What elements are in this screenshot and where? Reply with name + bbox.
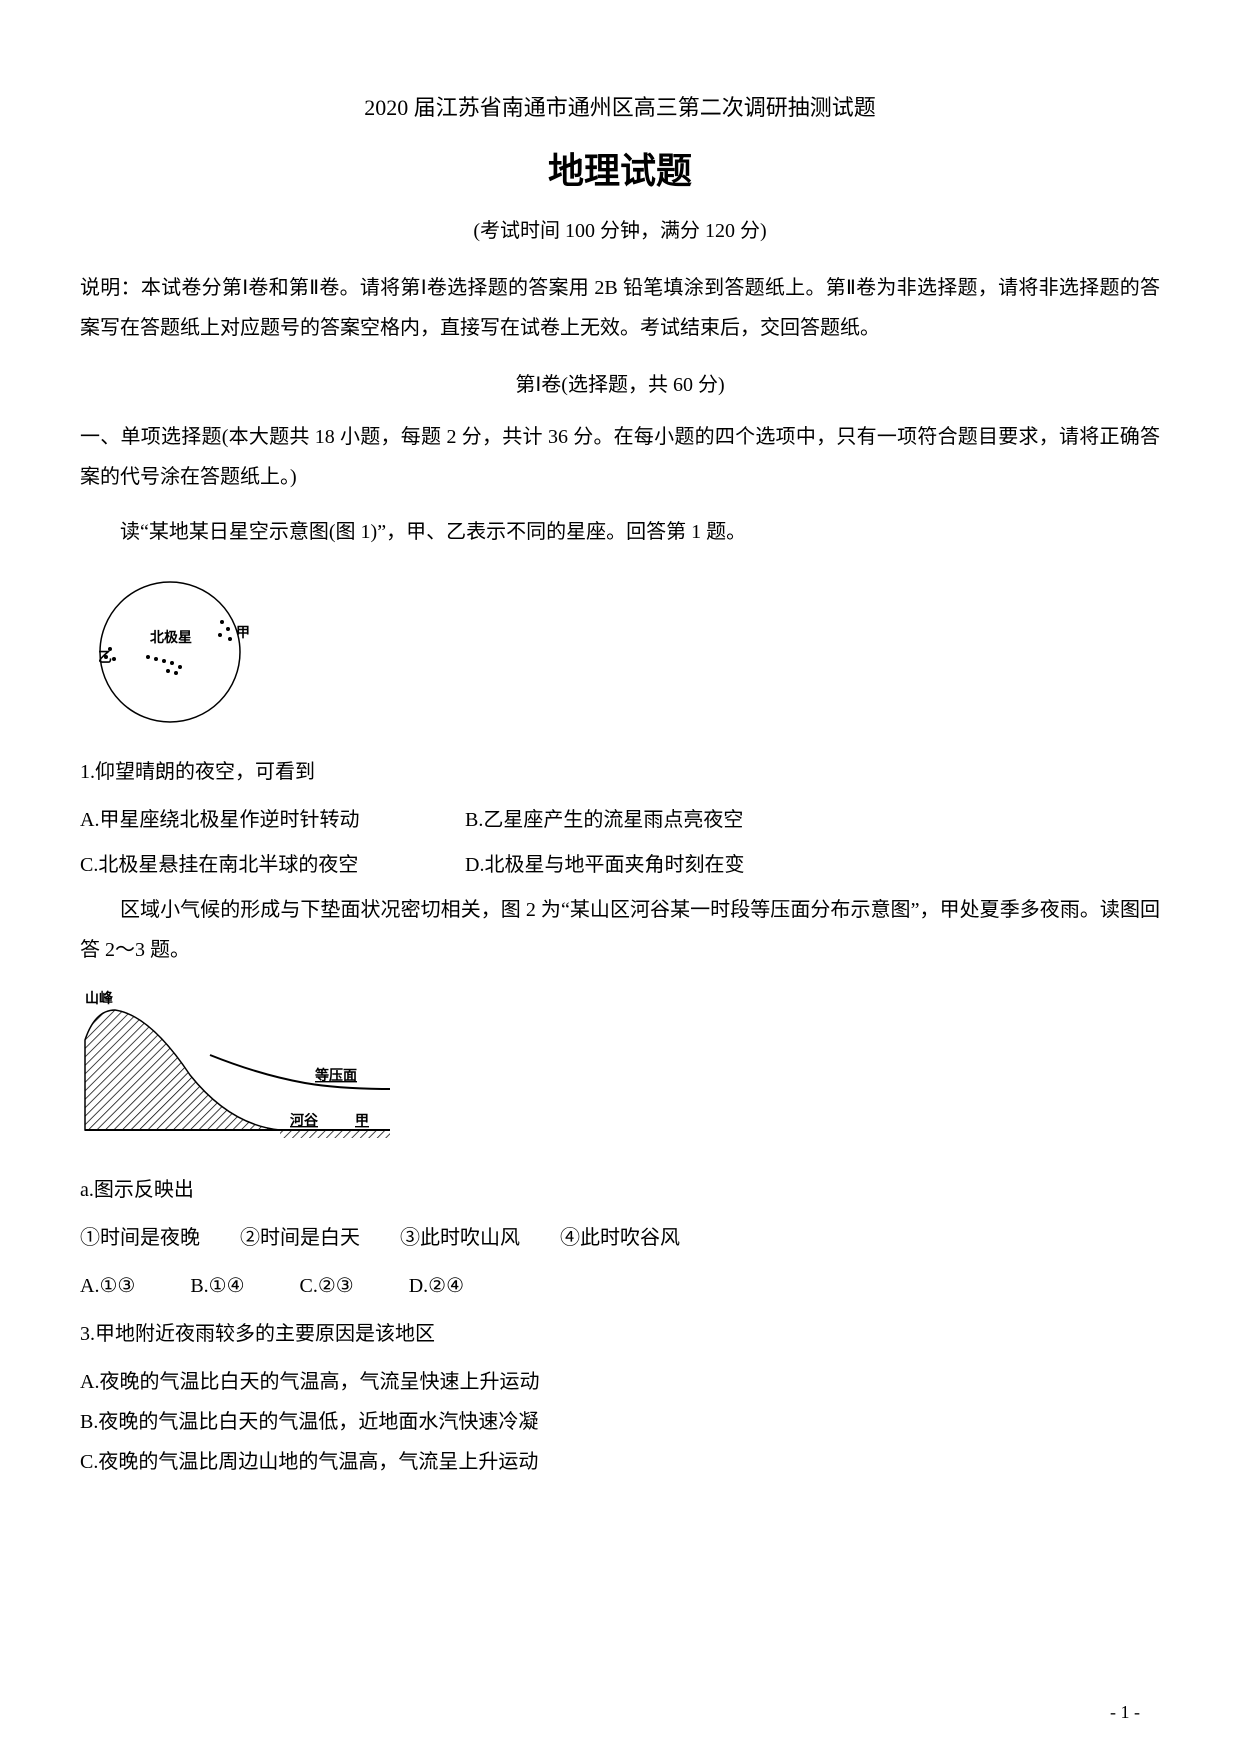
q1-opt-c: C.北极星悬挂在南北半球的夜空 (80, 845, 460, 885)
passage-2: 区域小气候的形成与下垫面状况密切相关，图 2 为“某山区河谷某一时段等压面分布示… (80, 890, 1160, 970)
fig2-isobar-label: 等压面 (315, 1067, 357, 1083)
q1-opt-d: D.北极星与地平面夹角时刻在变 (465, 854, 744, 876)
q2-opt-a: A.①③ (80, 1266, 135, 1306)
q1-opt-b: B.乙星座产生的流星雨点亮夜空 (465, 809, 743, 831)
q3-opt-c: C.夜晚的气温比周边山地的气温高，气流呈上升运动 (80, 1442, 1160, 1482)
q3-options: A.夜晚的气温比白天的气温高，气流呈快速上升运动 B.夜晚的气温比白天的气温低，… (80, 1362, 1160, 1482)
q1-opt-a: A.甲星座绕北极星作逆时针转动 (80, 800, 460, 840)
fig1-polaris-label: 北极星 (150, 629, 192, 645)
exam-instructions: 说明：本试卷分第Ⅰ卷和第Ⅱ卷。请将第Ⅰ卷选择题的答案用 2B 铅笔填涂到答题纸上… (80, 268, 1160, 348)
q2-opt-c: C.②③ (300, 1266, 354, 1306)
q1-stem: 1.仰望晴朗的夜空，可看到 (80, 752, 1160, 792)
section-1-header: 第Ⅰ卷(选择题，共 60 分) (80, 368, 1160, 397)
fig2-jia-label: 甲 (355, 1112, 369, 1128)
fig2-valley-label: 河谷 (290, 1112, 319, 1128)
figure-2: 山峰 等压面 河谷 甲 (80, 985, 1160, 1155)
q2-opt-d: D.②④ (409, 1266, 464, 1306)
passage-1: 读“某地某日星空示意图(图 1)”，甲、乙表示不同的星座。回答第 1 题。 (80, 512, 1160, 552)
q1-options: A.甲星座绕北极星作逆时针转动 B.乙星座产生的流星雨点亮夜空 C.北极星悬挂在… (80, 800, 1160, 885)
page-number: - 1 - (1110, 1702, 1140, 1723)
exam-subtitle: 2020 届江苏省南通市通州区高三第二次调研抽测试题 (80, 90, 1160, 122)
fig1-jia-label: 甲 (236, 624, 250, 640)
q2-stem: a.图示反映出 (80, 1170, 1160, 1210)
exam-title: 地理试题 (80, 142, 1160, 194)
exam-info: (考试时间 100 分钟，满分 120 分) (80, 214, 1160, 243)
figure-1: 北极星 乙 甲 (80, 567, 1160, 737)
q3-opt-b: B.夜晚的气温比白天的气温低，近地面水汽快速冷凝 (80, 1402, 1160, 1442)
q2-options: A.①③ B.①④ C.②③ D.②④ (80, 1266, 1160, 1306)
q2-opt-b: B.①④ (190, 1266, 244, 1306)
section-1-desc: 一、单项选择题(本大题共 18 小题，每题 2 分，共计 36 分。在每小题的四… (80, 417, 1160, 497)
q3-opt-a: A.夜晚的气温比白天的气温高，气流呈快速上升运动 (80, 1362, 1160, 1402)
q2-items: ①时间是夜晚 ②时间是白天 ③此时吹山风 ④此时吹谷风 (80, 1218, 1160, 1258)
q3-stem: 3.甲地附近夜雨较多的主要原因是该地区 (80, 1314, 1160, 1354)
fig2-peak-label: 山峰 (85, 990, 114, 1006)
fig1-yi-label: 乙 (98, 649, 112, 665)
